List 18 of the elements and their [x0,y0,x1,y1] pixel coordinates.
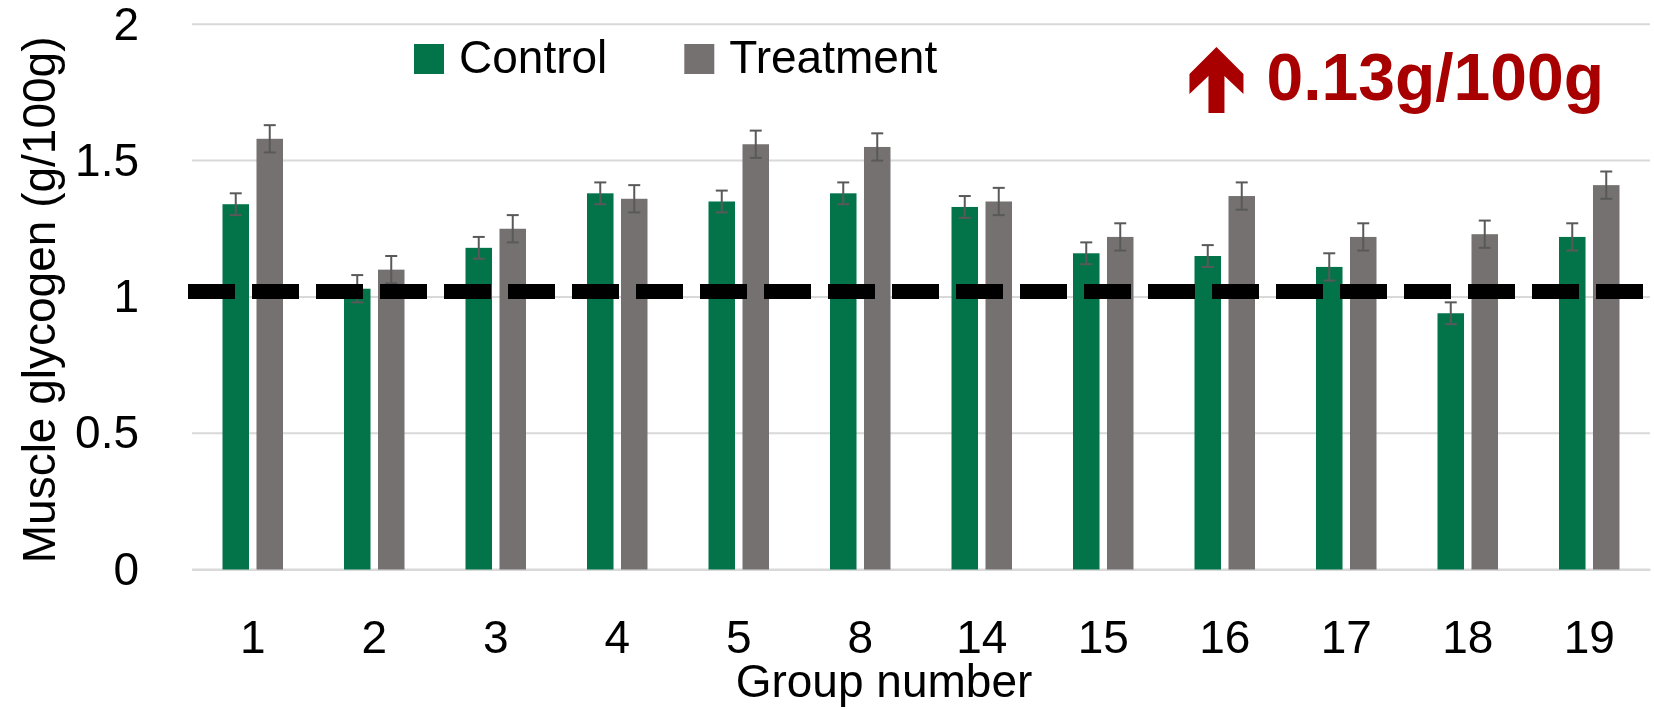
x-tick-label: 19 [1563,611,1615,664]
y-axis-title: Muscle glycogen (g/100g) [13,36,65,564]
x-tick-label: 2 [361,611,388,664]
y-tick-label: 1 [113,270,139,323]
legend-label: Control [459,31,608,83]
x-tick-label: 15 [1077,611,1129,664]
x-tick-label: 4 [604,611,631,664]
annotation: 0.13g/100g [1266,40,1604,114]
y-tick-label: 1.5 [75,133,139,186]
x-tick-label: 3 [482,611,509,664]
x-tick-label: 18 [1442,611,1494,664]
x-tick-label: 1 [239,611,266,664]
x-tick-label: 16 [1199,611,1251,664]
y-tick-label: 2 [113,0,139,50]
y-tick-label: 0.5 [75,406,139,459]
y-tick-label: 0 [113,542,139,595]
x-tick-label: 17 [1320,611,1372,664]
legend-label: Treatment [729,31,938,83]
